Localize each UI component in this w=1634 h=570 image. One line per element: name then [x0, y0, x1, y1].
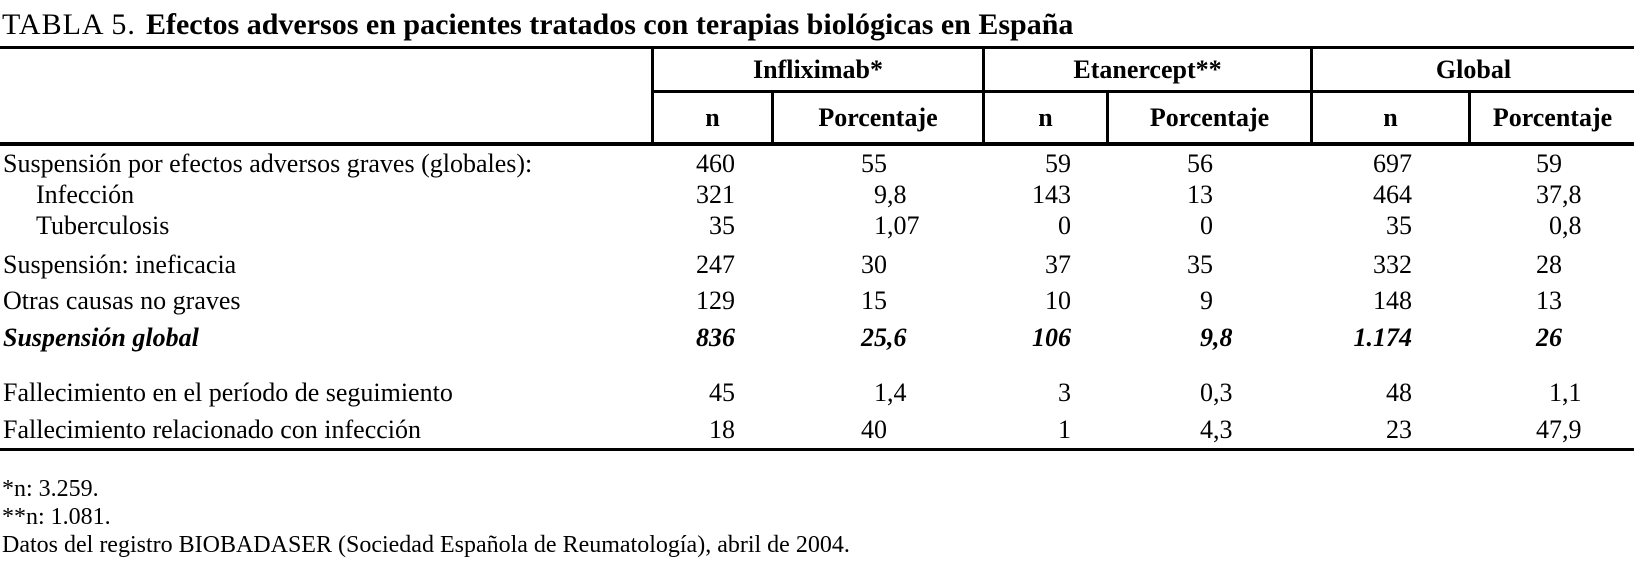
value-cell-global-n: 1.174: [1353, 322, 1413, 352]
row-label: Suspensión: ineficacia: [3, 250, 237, 279]
value-cell-infliximab-porcentaje: 15: [861, 286, 887, 315]
subheader-infliximab-porcentaje: Porcentaje: [771, 93, 982, 142]
row-label-column-spacer: [0, 93, 651, 142]
value-cell-infliximab-porcentaje: 9,8: [874, 179, 907, 209]
table-row: Suspensión: ineficacia 247 30 37 35 332 …: [0, 247, 1634, 283]
row-label: Suspensión global: [3, 322, 199, 352]
footnote-infliximab-n: *n: 3.259.: [2, 476, 99, 502]
value-cell-etanercept-n: 59: [1045, 148, 1071, 178]
table-row: Fallecimiento relacionado con infección …: [0, 411, 1634, 448]
table-title-text: Efectos adversos en pacientes tratados c…: [145, 8, 1074, 41]
value-cell-global-n: 23: [1386, 414, 1412, 444]
value-cell-global-n: 464: [1373, 179, 1412, 209]
table-row: Otras causas no graves 129 15 10 9 148 1…: [0, 283, 1634, 319]
row-label: Infección: [36, 179, 135, 209]
value-cell-etanercept-n: 106: [1032, 322, 1071, 352]
value-cell-infliximab-n: 18: [709, 414, 735, 444]
subheader-infliximab-n: n: [651, 93, 771, 142]
value-cell-global-porcentaje: 0,8: [1549, 210, 1582, 240]
value-cell-etanercept-porcentaje: 9: [1200, 286, 1213, 315]
value-cell-etanercept-porcentaje: 35: [1187, 250, 1213, 279]
sub-header-row: n Porcentaje n Porcentaje n Porcentaje: [0, 93, 1634, 142]
value-cell-etanercept-porcentaje: 9,8: [1200, 322, 1233, 352]
subheader-etanercept-porcentaje: Porcentaje: [1106, 93, 1310, 142]
subheader-global-n: n: [1310, 93, 1468, 142]
row-label: Tuberculosis: [36, 210, 170, 240]
value-cell-etanercept-n: 10: [1045, 286, 1071, 315]
value-cell-global-porcentaje: 26: [1536, 322, 1562, 352]
value-cell-etanercept-n: 0: [1058, 210, 1071, 240]
table-title: TABLA 5. Efectos adversos en pacientes tr…: [2, 6, 1634, 46]
value-cell-global-n: 48: [1386, 377, 1412, 407]
group-header-global: Global: [1310, 49, 1634, 93]
value-cell-infliximab-n: 129: [696, 286, 735, 315]
table-row: Suspensión por efectos adversos graves (…: [0, 148, 1634, 179]
value-cell-infliximab-n: 460: [696, 148, 735, 178]
row-label: Otras causas no graves: [3, 286, 241, 315]
value-cell-global-porcentaje: 28: [1536, 250, 1562, 279]
value-cell-global-porcentaje: 1,1: [1549, 377, 1582, 407]
value-cell-etanercept-porcentaje: 13: [1187, 179, 1213, 209]
value-cell-etanercept-porcentaje: 56: [1187, 148, 1213, 178]
column-group-row: Infliximab* Etanercept** Global: [0, 49, 1634, 93]
footnote-etanercept-n: **n: 1.081.: [2, 504, 111, 530]
group-header-infliximab: Infliximab*: [651, 49, 982, 93]
value-cell-etanercept-n: 1: [1058, 414, 1071, 444]
subheader-global-porcentaje: Porcentaje: [1468, 93, 1634, 142]
value-cell-etanercept-porcentaje: 4,3: [1200, 414, 1233, 444]
row-label-column-spacer: [0, 49, 651, 93]
row-label: Suspensión por efectos adversos graves (…: [3, 148, 533, 178]
value-cell-infliximab-n: 45: [709, 377, 735, 407]
value-cell-global-porcentaje: 13: [1536, 286, 1562, 315]
table-row: Tuberculosis 35 1,07 0 0 35 0,8: [0, 210, 1634, 241]
subheader-etanercept-n: n: [982, 93, 1106, 142]
table-number: TABLA 5.: [2, 8, 136, 41]
table-row: Suspensión global 836 25,6 106 9,8 1.174…: [0, 319, 1634, 356]
value-cell-global-n: 697: [1373, 148, 1412, 178]
table-row: Infección 321 9,8 143 13 464 37,8: [0, 179, 1634, 210]
table-header: Infliximab* Etanercept** Global n Porcen…: [0, 46, 1634, 146]
value-cell-etanercept-n: 3: [1058, 377, 1071, 407]
row-label: Fallecimiento relacionado con infección: [3, 414, 421, 444]
value-cell-infliximab-n: 247: [696, 250, 735, 279]
value-cell-infliximab-n: 321: [696, 179, 735, 209]
value-cell-global-porcentaje: 37,8: [1536, 179, 1582, 209]
value-cell-etanercept-n: 143: [1032, 179, 1071, 209]
group-header-etanercept: Etanercept**: [982, 49, 1310, 93]
table-body: Suspensión por efectos adversos graves (…: [0, 146, 1634, 451]
value-cell-global-n: 35: [1386, 210, 1412, 240]
value-cell-infliximab-n: 35: [709, 210, 735, 240]
document-page: TABLA 5. Efectos adversos en pacientes tr…: [0, 6, 1634, 570]
value-cell-infliximab-porcentaje: 30: [861, 250, 887, 279]
value-cell-global-n: 148: [1373, 286, 1412, 315]
value-cell-infliximab-n: 836: [696, 322, 735, 352]
footnote-source: Datos del registro BIOBADASER (Sociedad …: [2, 532, 850, 558]
value-cell-global-porcentaje: 47,9: [1536, 414, 1582, 444]
value-cell-etanercept-porcentaje: 0,3: [1200, 377, 1233, 407]
value-cell-infliximab-porcentaje: 25,6: [861, 322, 907, 352]
value-cell-global-n: 332: [1373, 250, 1412, 279]
value-cell-etanercept-n: 37: [1045, 250, 1071, 279]
value-cell-etanercept-porcentaje: 0: [1200, 210, 1213, 240]
value-cell-global-porcentaje: 59: [1536, 148, 1562, 178]
value-cell-infliximab-porcentaje: 40: [861, 414, 887, 444]
value-cell-infliximab-porcentaje: 1,07: [874, 210, 920, 240]
value-cell-infliximab-porcentaje: 1,4: [874, 377, 907, 407]
footnotes: *n: 3.259. **n: 1.081. Datos del registr…: [2, 475, 1634, 559]
value-cell-infliximab-porcentaje: 55: [861, 148, 887, 178]
table-row: Fallecimiento en el período de seguimien…: [0, 374, 1634, 411]
row-label: Fallecimiento en el período de seguimien…: [3, 377, 453, 407]
